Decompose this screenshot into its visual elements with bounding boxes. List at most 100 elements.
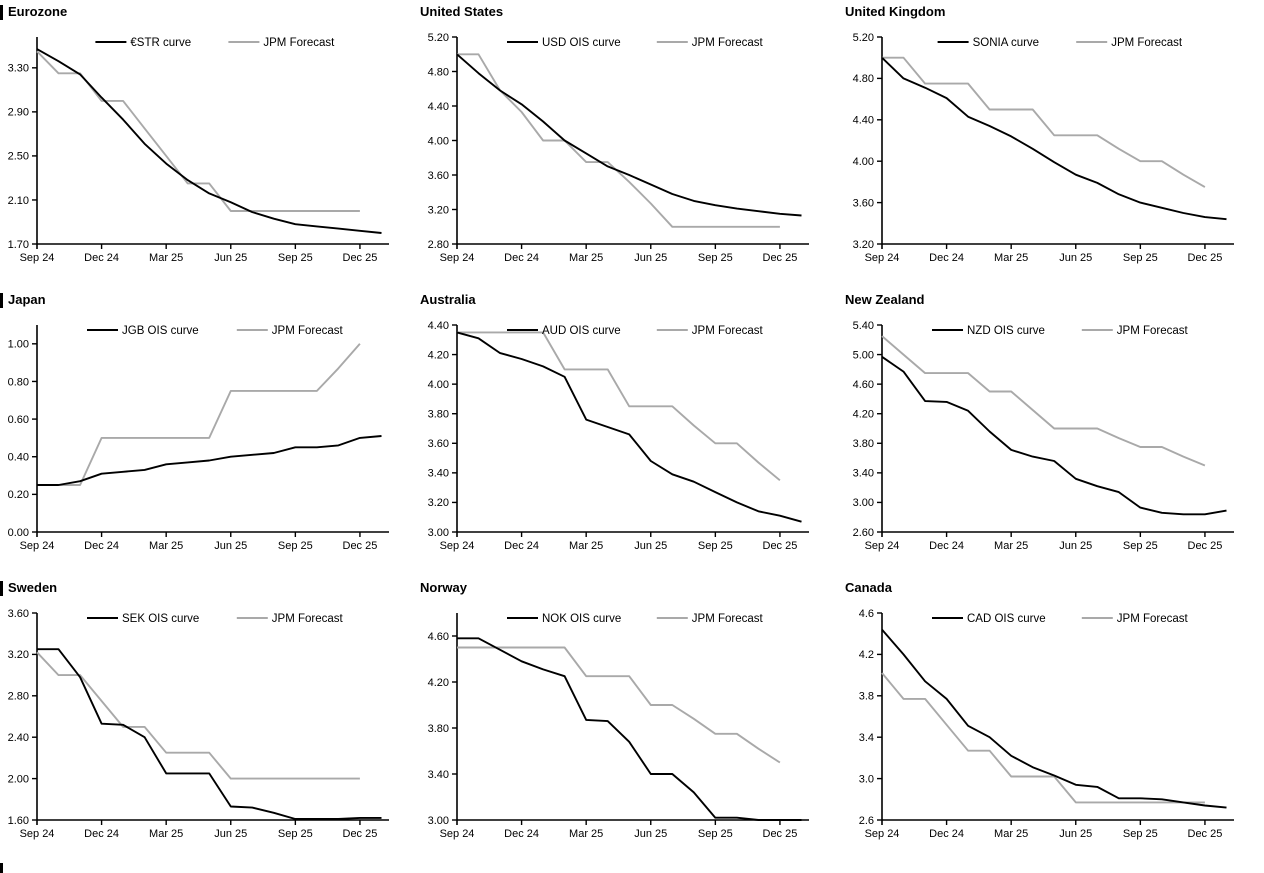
y-tick-label: 3.20 (853, 239, 874, 251)
y-tick-label: 3.60 (8, 608, 29, 620)
x-tick-label: Mar 25 (994, 540, 1028, 552)
legend-label: NOK OIS curve (542, 613, 621, 625)
x-tick-label: Sep 25 (278, 540, 313, 552)
chart-panel-new-zealand: New Zealand 2.60 3.00 3.40 3.80 4.20 4.60 5.00… (845, 288, 1264, 576)
x-tick-label: Dec 25 (1188, 540, 1223, 552)
x-tick-label: Sep 25 (278, 252, 313, 264)
chart-canvas-united-kingdom: 3.20 3.60 4.00 4.40 4.80 5.20 Sep 24 Dec 24 Mar … (853, 32, 1234, 264)
section-bar (0, 4, 3, 20)
y-tick-label: 2.80 (8, 691, 29, 703)
series-line-jpm-forecast (881, 335, 1206, 467)
x-tick-label: Dec 24 (929, 828, 964, 840)
legend-label: JPM Forecast (263, 37, 335, 49)
x-tick-label: Mar 25 (994, 828, 1028, 840)
legend-label: JPM Forecast (272, 613, 344, 625)
y-tick-label: 4.60 (428, 631, 449, 643)
x-tick-label: Dec 24 (929, 540, 964, 552)
y-tick-label: 3.20 (428, 204, 449, 216)
y-tick-label: 4.2 (859, 649, 874, 661)
x-tick-label: Dec 24 (84, 828, 119, 840)
y-tick-label: 4.80 (428, 66, 449, 78)
chart-canvas-japan: 0.00 0.20 0.40 0.60 0.80 1.00 Sep 24 Dec 24 Mar … (8, 325, 389, 552)
chart-title: United Kingdom (845, 4, 946, 19)
y-tick-label: 4.20 (428, 349, 449, 361)
panel-header: United States (420, 3, 845, 21)
y-tick-label: 1.70 (8, 239, 29, 251)
panel-header: Sweden (0, 579, 420, 597)
x-tick-label: Jun 25 (634, 252, 667, 264)
x-tick-label: Jun 25 (634, 540, 667, 552)
y-tick-label: 3.80 (853, 438, 874, 450)
x-tick-label: Sep 25 (1123, 252, 1158, 264)
x-tick-label: Sep 25 (698, 828, 733, 840)
series-line-jpm-forecast (37, 343, 361, 486)
y-tick-label: 4.6 (859, 608, 874, 620)
panel-header: Eurozone (0, 3, 420, 21)
chart-panel-australia: Australia 3.00 3.20 3.40 3.60 3.80 4.00 4.20 4.… (420, 288, 845, 576)
y-tick-label: 5.20 (853, 32, 874, 44)
y-tick-label: 3.20 (428, 497, 449, 509)
x-tick-label: Dec 24 (504, 540, 539, 552)
y-tick-label: 4.20 (428, 677, 449, 689)
chart-title: New Zealand (845, 292, 925, 307)
legend-label: JPM Forecast (1117, 325, 1189, 337)
y-tick-label: 4.80 (853, 73, 874, 85)
chart-canvas-sweden: 1.60 2.00 2.40 2.80 3.20 3.60 Sep 24 Dec 24 Mar … (8, 608, 389, 840)
x-tick-label: Sep 24 (440, 828, 475, 840)
y-tick-label: 5.00 (853, 349, 874, 361)
chart-canvas-new-zealand: 2.60 3.00 3.40 3.80 4.20 4.60 5.00 5.40 Sep 24 De… (853, 320, 1234, 552)
y-tick-label: 2.80 (428, 239, 449, 251)
legend-label: NZD OIS curve (967, 325, 1045, 337)
legend-label: JPM Forecast (692, 325, 764, 337)
chart-title: United States (420, 4, 504, 19)
y-tick-label: 2.50 (8, 151, 29, 163)
series-line-jpm-forecast (457, 53, 780, 228)
x-tick-label: Mar 25 (569, 828, 603, 840)
series-line-ois-curve (37, 648, 382, 820)
series-line-jpm-forecast (36, 651, 360, 780)
x-tick-label: Sep 24 (20, 252, 55, 264)
x-tick-label: Dec 24 (929, 252, 964, 264)
y-tick-label: 3.80 (428, 723, 449, 735)
chart-panel-norway: Norway 3.00 3.40 3.80 4.20 4.60 Sep 24 Dec 24 M… (420, 576, 845, 873)
x-tick-label: Mar 25 (149, 252, 183, 264)
x-tick-label: Dec 24 (504, 828, 539, 840)
section-bar (0, 292, 3, 308)
y-tick-label: 2.10 (8, 195, 29, 207)
x-tick-label: Jun 25 (214, 540, 247, 552)
x-tick-label: Sep 24 (865, 828, 900, 840)
section-bar (0, 580, 3, 596)
y-tick-label: 4.40 (853, 115, 874, 127)
y-tick-label: 3.20 (8, 649, 29, 661)
chart-panel-united-kingdom: United Kingdom 3.20 3.60 4.00 4.40 4.80 5.20 S… (845, 0, 1264, 288)
x-tick-label: Mar 25 (569, 540, 603, 552)
x-tick-label: Sep 24 (865, 252, 900, 264)
series-line-ois-curve (881, 57, 1227, 221)
x-tick-label: Jun 25 (214, 828, 247, 840)
chart-canvas-norway: 3.00 3.40 3.80 4.20 4.60 Sep 24 Dec 24 Mar 25 Ju… (428, 613, 809, 840)
y-tick-label: 3.60 (853, 197, 874, 209)
panel-header: United Kingdom (845, 3, 1264, 21)
chart-panel-eurozone: Eurozone 1.70 2.10 2.50 2.90 3.30 Sep 24 Dec 2… (0, 0, 420, 288)
chart-panel-united-states: United States 2.80 3.20 3.60 4.00 4.40 4.80 5.… (420, 0, 845, 288)
chart-canvas-canada: 2.6 3.0 3.4 3.8 4.2 4.6 Sep 24 Dec 24 Mar 25 Jun … (859, 608, 1234, 840)
y-tick-label: 3.40 (853, 468, 874, 480)
series-line-jpm-forecast (881, 672, 1205, 804)
legend-label: JGB OIS curve (122, 325, 199, 337)
x-tick-label: Dec 25 (763, 252, 798, 264)
y-tick-label: 3.00 (428, 815, 449, 827)
y-tick-label: 3.00 (853, 497, 874, 509)
y-tick-label: 3.0 (859, 773, 874, 785)
legend-label: JPM Forecast (1111, 37, 1183, 49)
legend-label: JPM Forecast (692, 37, 764, 49)
series-line-ois-curve (881, 356, 1227, 516)
panel-header: Norway (420, 579, 845, 597)
x-tick-label: Sep 24 (20, 828, 55, 840)
y-tick-label: 1.60 (8, 815, 29, 827)
y-tick-label: 3.60 (428, 438, 449, 450)
x-tick-label: Sep 24 (20, 540, 55, 552)
x-tick-label: Dec 25 (763, 828, 798, 840)
series-line-ois-curve (457, 637, 802, 821)
